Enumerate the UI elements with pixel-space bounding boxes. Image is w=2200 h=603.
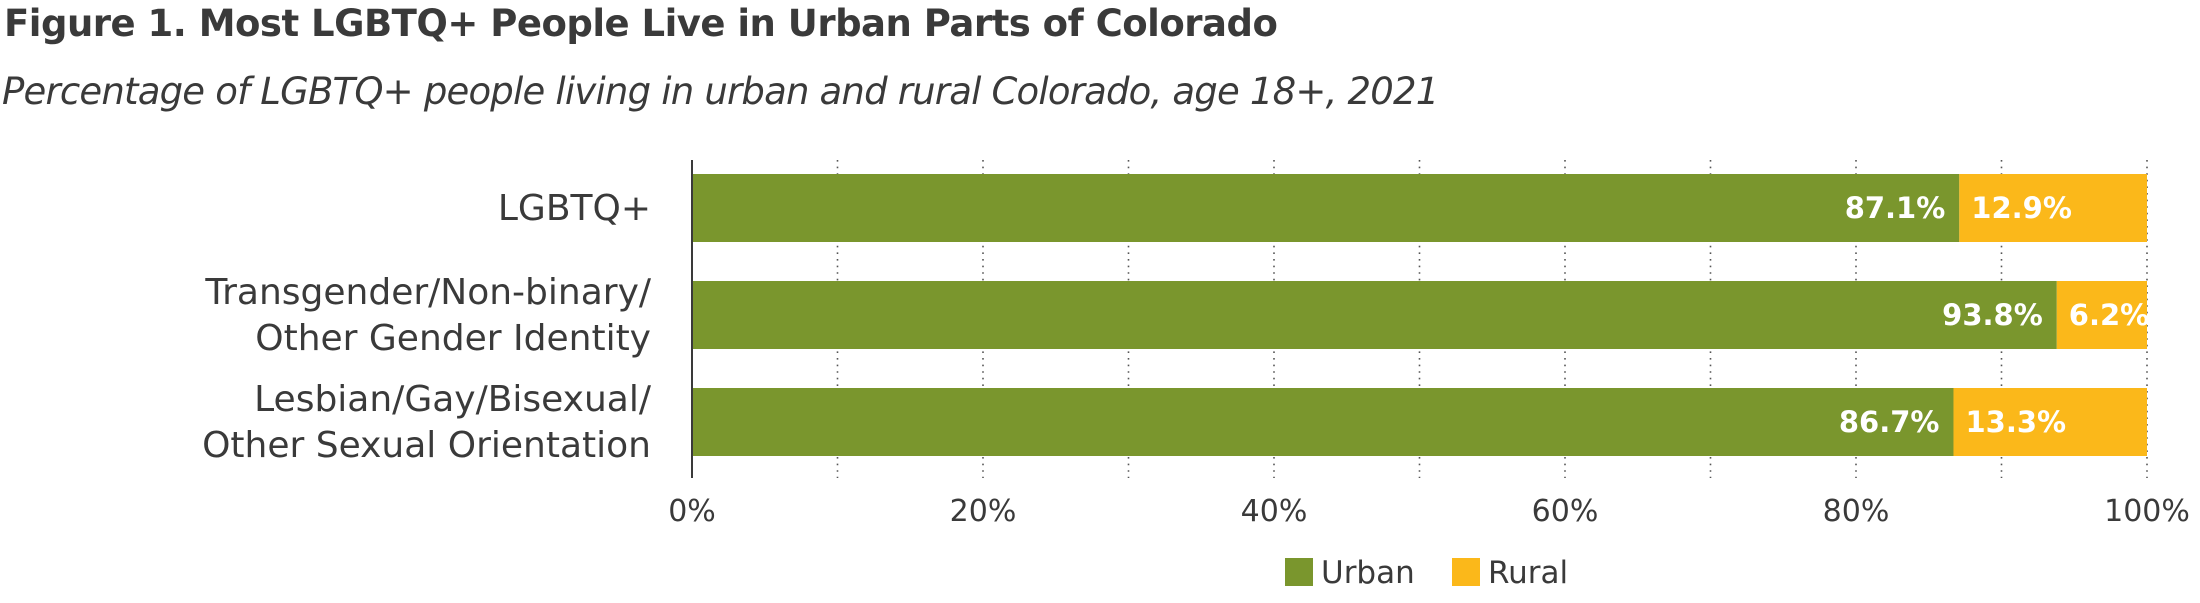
data-label-urban: 86.7%: [1839, 405, 1940, 439]
bar-urban: [692, 281, 2057, 349]
legend-label-rural: Rural: [1488, 555, 1568, 591]
x-tick-label: 60%: [1532, 494, 1599, 529]
data-label-rural: 13.3%: [1965, 405, 2066, 439]
legend-swatch-urban: [1285, 558, 1313, 586]
x-tick-label: 40%: [1241, 494, 1308, 529]
category-label: Other Sexual Orientation: [202, 425, 651, 466]
x-tick-label: 100%: [2104, 494, 2190, 529]
x-tick-label: 0%: [668, 494, 716, 529]
category-label: LGBTQ+: [498, 188, 651, 229]
legend-swatch-rural: [1452, 558, 1480, 586]
chart-subtitle: Percentage of LGBTQ+ people living in ur…: [2, 70, 1439, 113]
data-label-rural: 6.2%: [2069, 298, 2149, 332]
data-label-urban: 87.1%: [1845, 191, 1946, 225]
legend-label-urban: Urban: [1321, 555, 1415, 591]
category-label: Transgender/Non-binary/: [204, 272, 651, 313]
category-label: Lesbian/Gay/Bisexual/: [254, 379, 652, 420]
bar-urban: [692, 388, 1954, 456]
category-label: Other Gender Identity: [255, 318, 651, 359]
bar-urban: [692, 174, 1960, 242]
bar-rural: [1959, 174, 2147, 242]
data-label-urban: 93.8%: [1942, 298, 2043, 332]
data-label-rural: 12.9%: [1971, 191, 2072, 225]
x-tick-label: 80%: [1823, 494, 1890, 529]
bar-rural: [2056, 281, 2147, 349]
chart-title: Figure 1. Most LGBTQ+ People Live in Urb…: [4, 2, 1278, 45]
x-tick-label: 20%: [950, 494, 1017, 529]
bar-rural: [1953, 388, 2147, 456]
